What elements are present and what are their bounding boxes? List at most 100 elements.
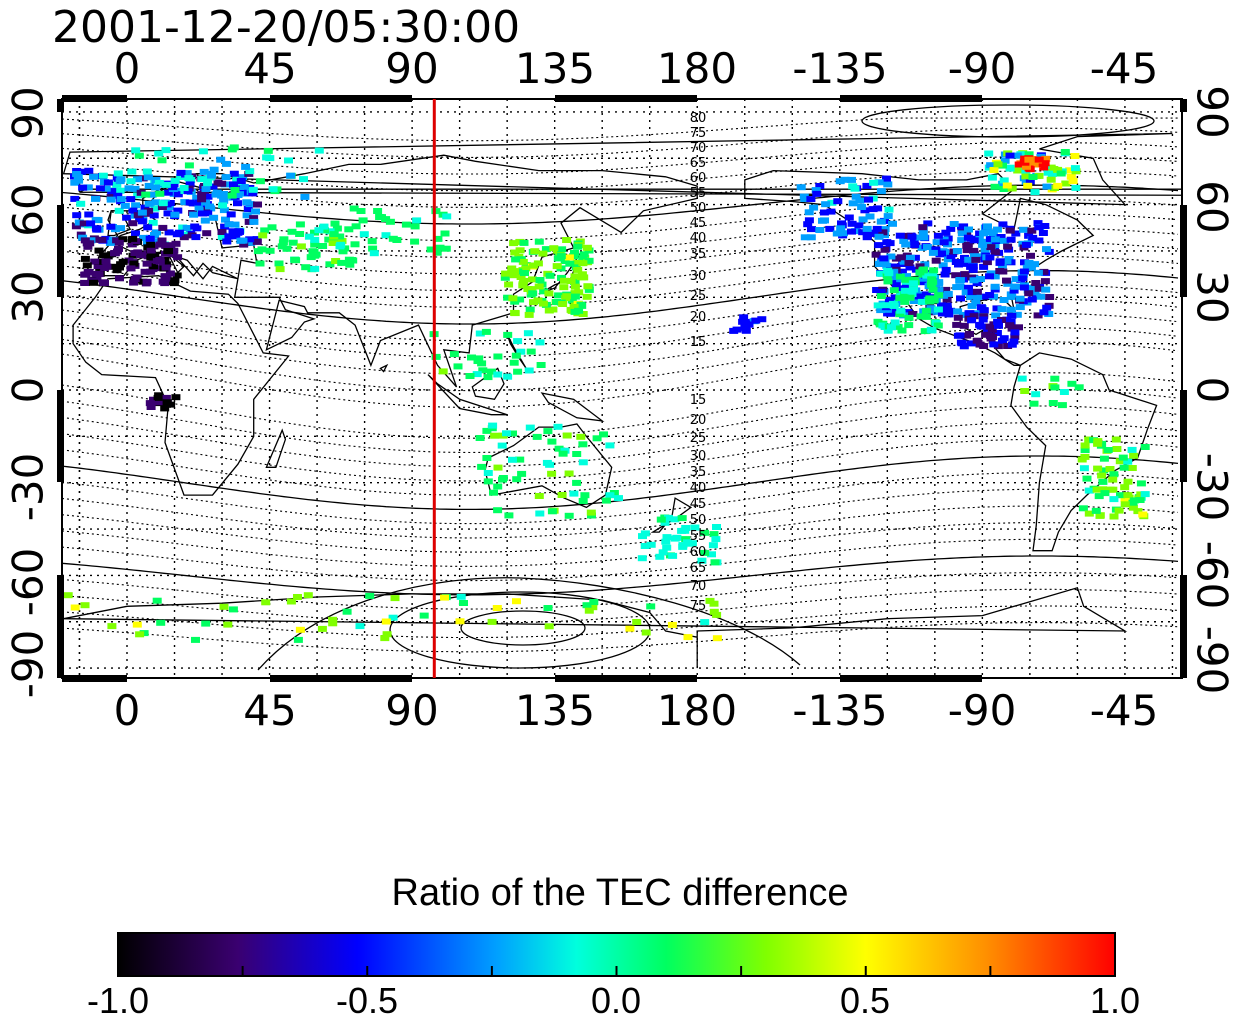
tec-pixel: [107, 623, 117, 630]
tec-pixel: [388, 614, 398, 621]
contour-label-north: 35: [690, 247, 707, 262]
tec-pixel: [91, 216, 101, 223]
tec-pixel: [917, 298, 927, 305]
tec-pixel: [330, 220, 340, 227]
tec-pixel: [890, 278, 900, 285]
tec-pixel: [1005, 227, 1015, 234]
tec-pixel: [163, 189, 173, 196]
tec-pixel: [839, 230, 848, 237]
contour-label-north: 65: [690, 156, 707, 171]
tec-pixel: [112, 181, 122, 188]
tec-pixel: [992, 330, 1002, 336]
tec-pixel: [574, 307, 584, 314]
tec-pixel: [578, 311, 588, 317]
tec-pixel: [572, 479, 582, 486]
tec-pixel: [101, 258, 111, 265]
tec-pixel: [328, 620, 338, 627]
tec-pixel: [227, 146, 237, 153]
tec-pixel: [959, 223, 969, 230]
tec-pixel: [949, 221, 959, 227]
contour-label-south: 20: [690, 413, 707, 428]
tec-pixel: [941, 229, 951, 236]
tec-pixel: [995, 268, 1005, 274]
tec-pixel: [883, 181, 893, 188]
x-tick-bottom-0: 0: [113, 686, 141, 735]
tec-pixel: [76, 200, 86, 207]
tec-pixel: [126, 265, 136, 272]
tec-pixel: [969, 247, 979, 254]
tec-pixel: [953, 308, 963, 315]
tec-pixel: [1080, 442, 1090, 449]
tec-pixel: [1039, 164, 1049, 171]
tec-pixel: [991, 312, 1001, 319]
tec-pixel: [1003, 343, 1013, 349]
tec-pixel: [900, 290, 910, 297]
tec-pixel: [1045, 294, 1055, 300]
tec-pixel: [869, 229, 879, 236]
tec-pixel: [161, 181, 171, 188]
tec-pixel: [1024, 156, 1034, 163]
tec-pixel: [899, 258, 909, 265]
tec-pixel: [580, 492, 590, 499]
edge-bar-top: [555, 95, 697, 102]
tec-pixel: [807, 226, 816, 233]
tec-pixel: [1053, 182, 1063, 189]
tec-pixel: [711, 536, 721, 543]
tec-pixel: [165, 270, 175, 277]
tec-pixel: [161, 242, 171, 249]
tec-pixel: [890, 319, 900, 326]
tec-pixel: [535, 277, 545, 283]
tec-pixel: [943, 256, 953, 263]
tec-pixel: [219, 603, 229, 610]
tec-pixel: [986, 162, 996, 169]
tec-pixel: [348, 257, 358, 264]
tec-pixel: [238, 174, 248, 181]
tec-pixel: [544, 307, 554, 314]
tec-pixel: [233, 200, 242, 207]
tec-pixel: [91, 195, 100, 202]
tec-pixel: [197, 191, 207, 198]
tec-pixel: [534, 493, 544, 499]
tec-pixel: [521, 262, 531, 269]
tec-pixel: [1103, 447, 1113, 453]
tec-pixel: [135, 631, 145, 638]
contour-label-north: 45: [690, 216, 707, 231]
tec-pixel: [969, 277, 979, 284]
tec-pixel: [903, 309, 913, 316]
tec-pixel: [940, 271, 950, 278]
tec-pixel: [985, 236, 995, 242]
tec-pixel: [303, 592, 313, 599]
tec-pixel: [1028, 174, 1038, 180]
tec-pixel: [990, 236, 1000, 243]
tec-pixel: [1118, 454, 1128, 461]
tec-pixel: [1070, 153, 1080, 159]
tec-pixel: [944, 311, 954, 318]
tec-pixel: [286, 172, 296, 179]
tec-pixel: [969, 237, 979, 244]
tec-pixel: [946, 225, 956, 232]
tec-pixel: [493, 464, 503, 471]
y-tick-right-30: 30: [1187, 270, 1237, 324]
tec-pixel: [456, 593, 466, 600]
tec-pixel: [884, 206, 894, 213]
tec-pixel: [503, 331, 513, 338]
tec-pixel: [1138, 511, 1148, 518]
tec-pixel: [155, 256, 165, 263]
tec-pixel: [293, 636, 303, 643]
tec-pixel: [909, 286, 918, 293]
tec-pixel: [171, 240, 181, 247]
tec-pixel: [115, 275, 124, 282]
tec-pixel: [217, 233, 227, 240]
tec-pixel: [836, 225, 846, 232]
tec-pixel: [539, 288, 549, 295]
tec-pixel: [253, 201, 262, 208]
contour-line: [62, 488, 1179, 539]
x-tick-bottom-135: 135: [514, 686, 596, 735]
tec-pixel: [229, 170, 239, 177]
tec-pixel: [851, 193, 861, 200]
tec-pixel: [862, 225, 872, 232]
tec-pixel: [91, 225, 101, 232]
tec-pixel: [182, 225, 192, 231]
contour-line: [62, 472, 1179, 525]
edge-bar-left: [57, 205, 64, 297]
